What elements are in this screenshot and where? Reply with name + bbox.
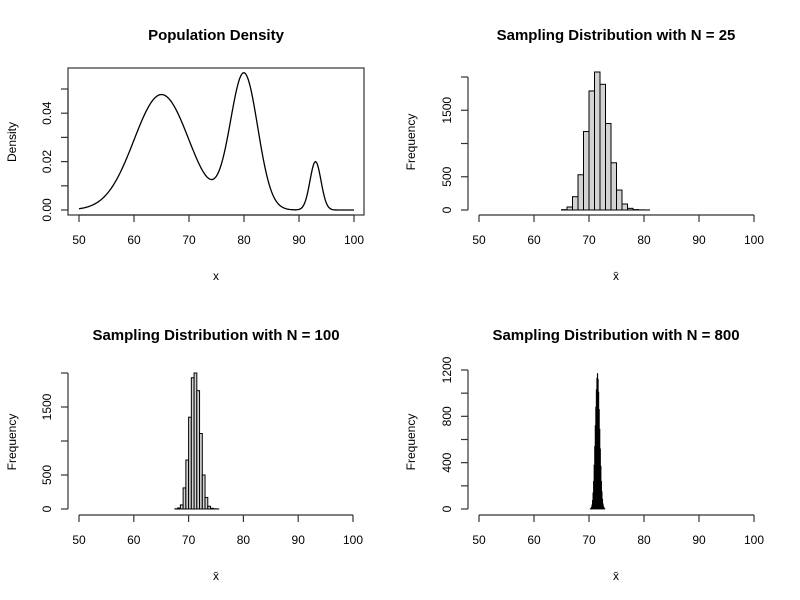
- y-axis: 0.00 0.02 0.04: [40, 88, 69, 222]
- x-axis: 50 60 70 80 90 100: [472, 514, 764, 547]
- x-axis-label: x̄: [213, 569, 219, 583]
- x-axis-label: x̄: [613, 569, 619, 583]
- x-tick-label: 90: [292, 533, 306, 547]
- histogram-bar: [627, 207, 634, 211]
- y-tick-label: 500: [440, 166, 454, 186]
- x-tick-label: 50: [472, 233, 486, 247]
- x-tick-label: 90: [692, 533, 706, 547]
- y-axis: 0 400 800 1200: [440, 356, 469, 512]
- y-axis-label: Frequency: [404, 114, 418, 171]
- x-tick-label: 60: [527, 533, 541, 547]
- panel-sampling-n800: Sampling Distribution with N = 800 x̄ Fr…: [404, 327, 764, 583]
- histogram-bar: [605, 123, 612, 211]
- x-tick-label: 80: [637, 533, 651, 547]
- y-tick-label: 800: [440, 406, 454, 426]
- y-tick-label: 0: [440, 206, 454, 213]
- x-tick-label: 50: [472, 533, 486, 547]
- x-tick-label: 100: [744, 533, 764, 547]
- y-tick-label: 0.00: [40, 198, 54, 222]
- x-tick-label: 60: [127, 233, 141, 247]
- histogram-bar: [577, 174, 584, 211]
- panel-sampling-n100: Sampling Distribution with N = 100 x̄ Fr…: [5, 327, 363, 583]
- y-tick-label: 1500: [40, 393, 54, 420]
- histogram-bar: [616, 189, 623, 211]
- x-tick-label: 90: [692, 233, 706, 247]
- y-tick-label: 0: [440, 505, 454, 512]
- density-curve: [78, 72, 354, 211]
- y-tick-label: 1200: [440, 356, 454, 383]
- x-tick-label: 80: [237, 233, 251, 247]
- histogram-bar: [594, 71, 601, 211]
- chart-title: Sampling Distribution with N = 100: [92, 327, 339, 344]
- histogram-bar: [566, 206, 573, 211]
- histogram-bars: [561, 71, 650, 211]
- x-tick-label: 70: [582, 533, 596, 547]
- x-tick-label: 100: [343, 533, 363, 547]
- y-tick-label: 500: [40, 465, 54, 485]
- y-tick-label: 400: [440, 452, 454, 472]
- y-axis: 0 500 1500: [40, 372, 69, 512]
- chart-title: Sampling Distribution with N = 25: [497, 27, 736, 44]
- panel-population-density: Population Density x Density 50 60 70 80 90 1…: [5, 27, 365, 283]
- histogram-bar: [588, 90, 595, 211]
- histogram-bar: [207, 505, 212, 510]
- panel-sampling-n25: Sampling Distribution with N = 25 x̄ Fre…: [404, 27, 764, 283]
- x-tick-label: 80: [237, 533, 251, 547]
- x-tick-label: 90: [292, 233, 306, 247]
- chart-title: Population Density: [148, 27, 285, 44]
- x-tick-label: 70: [182, 533, 196, 547]
- histogram-bar: [599, 83, 606, 211]
- histogram-bar: [583, 131, 590, 211]
- x-tick-label: 100: [744, 233, 764, 247]
- y-tick-label: 1500: [440, 97, 454, 124]
- x-tick-label: 50: [72, 533, 86, 547]
- y-tick-label: 0.02: [40, 150, 54, 174]
- x-axis: 50 60 70 80 90 100: [472, 214, 764, 247]
- histogram-bars: [174, 372, 220, 510]
- histogram-bar: [572, 196, 579, 211]
- y-axis: 0 500 1500: [440, 76, 469, 213]
- histogram-bar: [610, 162, 617, 211]
- histogram-bar: [621, 203, 628, 211]
- x-tick-label: 80: [637, 233, 651, 247]
- x-axis-label: x̄: [613, 269, 619, 283]
- x-tick-label: 100: [344, 233, 364, 247]
- x-tick-label: 60: [527, 233, 541, 247]
- y-axis-label: Frequency: [404, 414, 418, 471]
- y-axis-label: Frequency: [5, 414, 19, 471]
- histogram-bars: [589, 373, 606, 510]
- x-tick-label: 70: [582, 233, 596, 247]
- histogram-bar: [199, 433, 203, 510]
- x-axis-label: x: [213, 269, 219, 283]
- plot-box: [67, 67, 365, 216]
- chart-title: Sampling Distribution with N = 800: [492, 327, 739, 344]
- histogram-bar: [204, 496, 209, 510]
- y-axis-label: Density: [5, 122, 19, 162]
- y-tick-label: 0: [40, 505, 54, 512]
- x-axis: 50 60 70 80 90 100: [72, 214, 364, 247]
- histogram-bar: [201, 474, 206, 510]
- x-tick-label: 60: [127, 533, 141, 547]
- x-tick-label: 50: [72, 233, 86, 247]
- x-axis: 50 60 70 80 90 100: [72, 514, 363, 547]
- x-tick-label: 70: [182, 233, 196, 247]
- y-tick-label: 0.04: [40, 101, 54, 125]
